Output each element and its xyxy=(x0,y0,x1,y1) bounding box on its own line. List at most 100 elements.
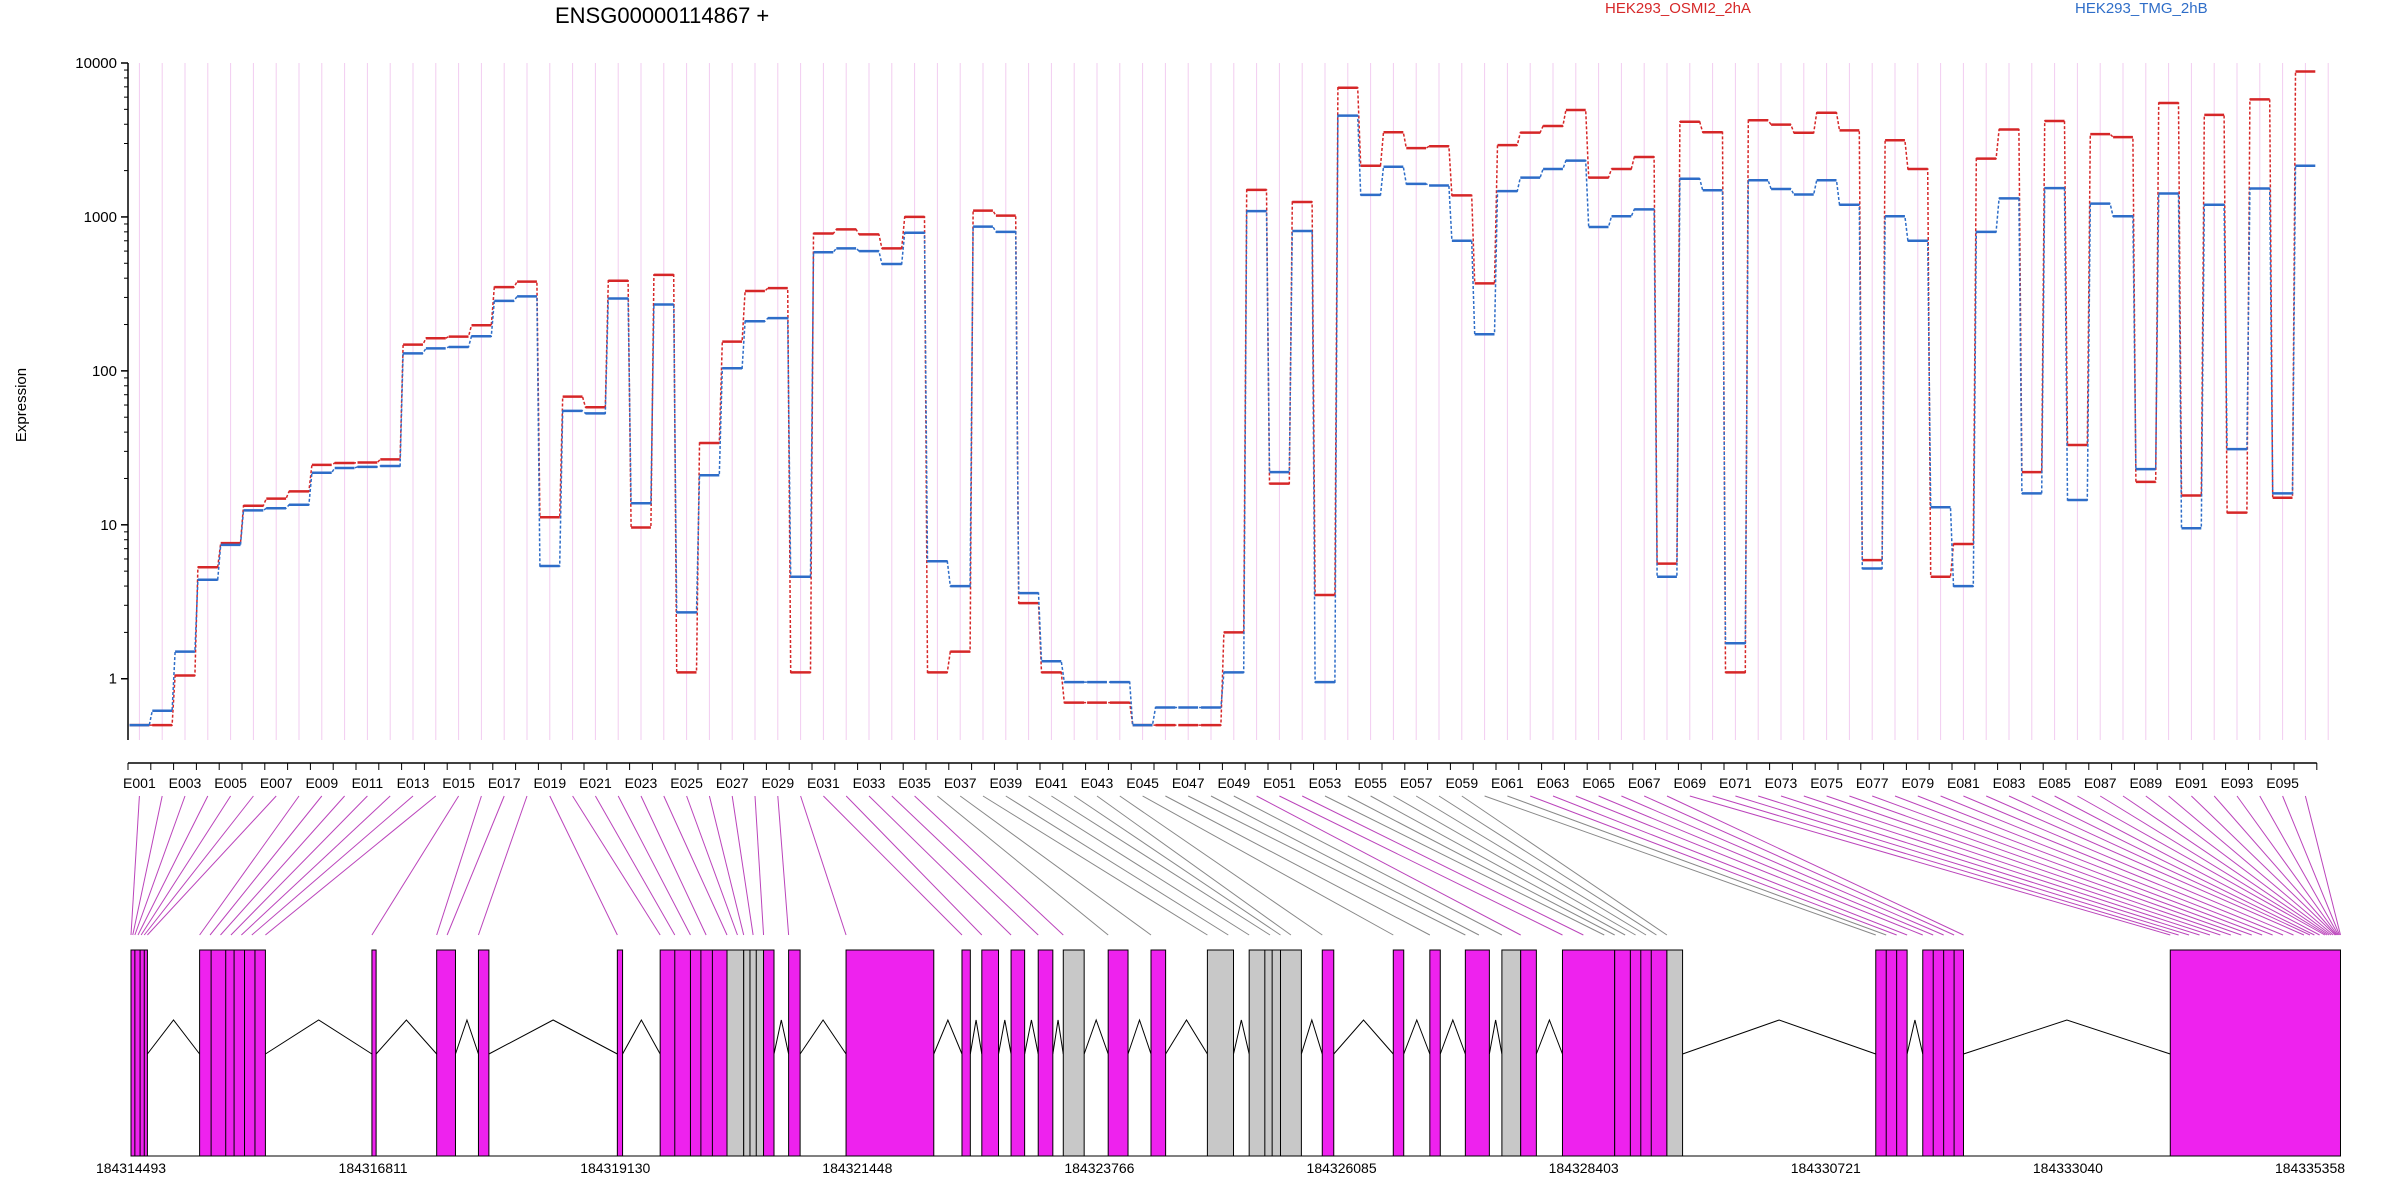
exon-id-label: E059 xyxy=(1445,775,1478,791)
intron-line xyxy=(1439,1018,1466,1055)
exon-id-label: E031 xyxy=(807,775,840,791)
exon-connector xyxy=(1758,795,2200,936)
y-tick-label: 10000 xyxy=(75,55,117,72)
y-axis-label: Expression xyxy=(13,368,30,442)
exon-connector xyxy=(640,795,707,936)
exon-connector xyxy=(1119,795,1323,936)
exon-box xyxy=(961,949,971,1157)
exon-connector xyxy=(2282,795,2340,936)
exon-id-label: E085 xyxy=(2038,775,2071,791)
exon-connector xyxy=(1096,795,1292,936)
exon-connector xyxy=(572,795,661,936)
exon-id-label: E053 xyxy=(1309,775,1342,791)
exon-box xyxy=(743,949,765,1157)
intron-line xyxy=(455,1018,479,1055)
exon-connector xyxy=(1598,795,1934,936)
exon-box xyxy=(371,949,377,1157)
legend-entry-osmi2: HEK293_OSMI2_2hA xyxy=(1605,0,1751,17)
exon-id-label: E067 xyxy=(1628,775,1661,791)
y-tick-label: 1 xyxy=(109,671,117,688)
exon-connector xyxy=(1894,795,2263,936)
genomic-tick-label: 184328403 xyxy=(1549,1160,1619,1176)
exon-box xyxy=(130,949,148,1157)
exon-connector xyxy=(2304,795,2341,936)
genomic-coordinate-axis: 184314493 184316811 184319130 184321448 1843… xyxy=(96,1155,2345,1176)
exon-id-label: E075 xyxy=(1810,775,1843,791)
exon-connector xyxy=(1917,795,2273,936)
exon-connector xyxy=(1370,795,1626,936)
intron-line xyxy=(1488,1019,1503,1055)
exon-connector xyxy=(1963,795,2294,936)
genomic-tick-label: 184326085 xyxy=(1307,1160,1377,1176)
intron-line xyxy=(773,1019,790,1055)
genomic-tick-label: 184323766 xyxy=(1064,1160,1134,1176)
exon-connector xyxy=(2168,795,2334,936)
exon-box xyxy=(659,949,728,1157)
exon-box xyxy=(981,949,1000,1157)
exon-connector xyxy=(1461,795,1668,936)
intron-line xyxy=(998,1019,1012,1055)
exon-id-label: E073 xyxy=(1765,775,1798,791)
exon-id-label: E081 xyxy=(1947,775,1980,791)
exon-id-label: E045 xyxy=(1126,775,1159,791)
expression-lines xyxy=(129,70,2316,727)
exon-connector xyxy=(891,795,1039,936)
exon-id-label: E095 xyxy=(2266,775,2299,791)
intron-line xyxy=(1906,1019,1924,1055)
exon-id-label: E065 xyxy=(1582,775,1615,791)
exon-connector xyxy=(147,795,277,936)
exon-connector xyxy=(2259,795,2339,936)
exon-id-label: E037 xyxy=(944,775,977,791)
exon-connector xyxy=(982,795,1208,936)
exon-connector xyxy=(143,795,254,936)
intron-line xyxy=(1024,1019,1039,1055)
legend-entry-tmg: HEK293_TMG_2hB xyxy=(2075,0,2208,17)
exon-connector xyxy=(1028,795,1250,936)
exon-connector xyxy=(1826,795,2232,936)
intron-line xyxy=(146,1019,201,1055)
exon-id-label: E057 xyxy=(1400,775,1433,791)
exon-connector xyxy=(2145,795,2332,936)
exon-id-label: E017 xyxy=(488,775,521,791)
exon-box xyxy=(1464,949,1490,1157)
exon-connector xyxy=(2236,795,2338,936)
exon-box xyxy=(1150,949,1167,1157)
exon-connector xyxy=(1643,795,1955,936)
intron-line xyxy=(933,1018,963,1055)
exon-connector xyxy=(549,795,618,936)
exon-connector xyxy=(1735,795,2190,936)
exon-connector xyxy=(708,795,745,936)
exon-connector xyxy=(1985,795,2305,936)
exon-id-label: E005 xyxy=(214,775,247,791)
intron-line xyxy=(1233,1019,1250,1055)
exon-connector xyxy=(2054,795,2320,936)
intron-line xyxy=(799,1019,847,1055)
exon-id-label: E077 xyxy=(1856,775,1889,791)
exon-box xyxy=(616,949,624,1157)
exon-connector xyxy=(241,795,391,936)
exon-id-label: E011 xyxy=(352,775,384,791)
exon-box xyxy=(1875,949,1908,1157)
exon-box xyxy=(1666,949,1684,1157)
genomic-tick-label: 184333040 xyxy=(2033,1160,2103,1176)
exon-connector xyxy=(134,795,186,936)
exon-id-label: E007 xyxy=(260,775,293,791)
exon-connector xyxy=(937,795,1109,936)
exon-connector xyxy=(1484,795,1876,936)
exon-connector xyxy=(1165,795,1431,936)
exon-box xyxy=(1206,949,1235,1157)
exon-id-label: E003 xyxy=(169,775,202,791)
exon-id-label: E035 xyxy=(898,775,931,791)
exon-connector xyxy=(446,795,505,936)
exon-connector xyxy=(1507,795,1887,936)
exon-id-label: E063 xyxy=(1537,775,1570,791)
exon-id-label: E033 xyxy=(853,775,886,791)
intron-line xyxy=(375,1019,438,1055)
intron-line xyxy=(1403,1018,1431,1055)
exon-connector xyxy=(2008,795,2311,936)
exon-connector xyxy=(1530,795,1897,936)
exon-box xyxy=(788,949,801,1157)
y-tick-label: 1000 xyxy=(84,209,117,226)
intron-line xyxy=(265,1019,373,1055)
